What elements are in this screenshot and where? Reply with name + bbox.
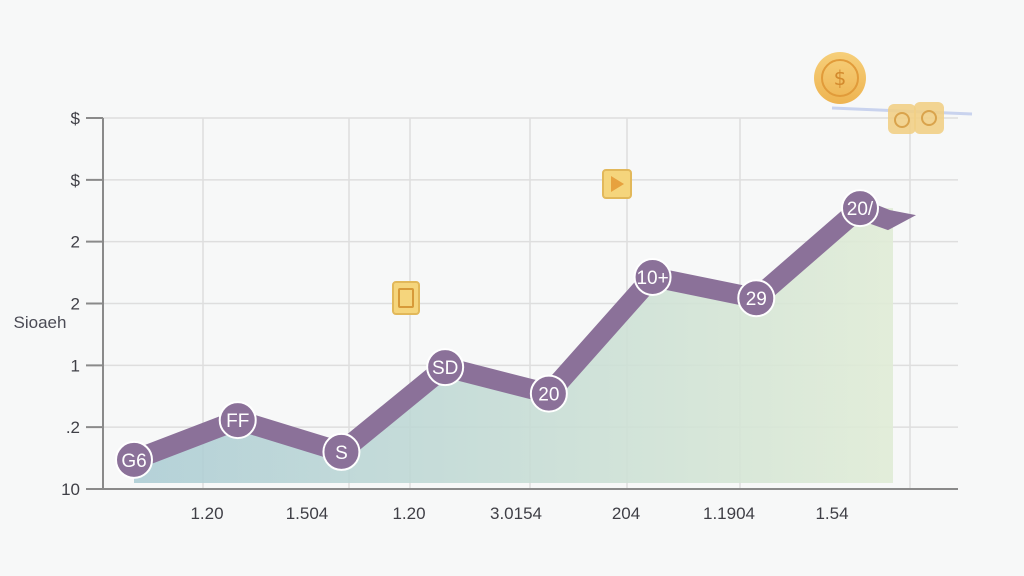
x-tick-label: 1.1904 [703, 504, 755, 523]
x-tick-label: 3.0154 [490, 504, 542, 523]
x-tick-label: 1.54 [815, 504, 848, 523]
data-point-marker [426, 348, 465, 387]
y-axis-label: Sioaeh [14, 313, 67, 332]
data-point-marker [529, 374, 568, 413]
data-point-marker [737, 279, 776, 318]
coin-stack-icon [831, 102, 973, 134]
data-point-marker [322, 432, 361, 471]
x-tick-label: 204 [612, 504, 640, 523]
y-tick-label: .2 [66, 418, 80, 437]
series-markers: G6 FF S SD 20 10+ 29 20/ [115, 189, 879, 479]
y-tick-label: 2 [71, 295, 80, 314]
x-tick-label: 1.20 [392, 504, 425, 523]
y-tick-label: $ [71, 109, 81, 128]
data-point-label: FF [226, 411, 249, 432]
dollar-coin-icon: $ [814, 52, 866, 104]
data-point-marker [841, 189, 879, 228]
x-tick-label: 1.20 [190, 504, 223, 523]
x-tick-labels: 1.20 1.504 1.20 3.0154 204 1.1904 1.54 [190, 504, 848, 523]
y-tick-label: 2 [71, 233, 80, 252]
area-fill [134, 208, 893, 483]
area-shape [134, 208, 893, 483]
data-point-label: G6 [121, 451, 146, 472]
data-point-marker [115, 440, 153, 479]
y-tick-label: 10 [61, 480, 80, 499]
y-tick-label: $ [71, 171, 81, 190]
price-tag-icon [392, 281, 420, 315]
x-tick-label: 1.504 [286, 504, 329, 523]
data-point-label: 20/ [847, 199, 874, 220]
data-point-marker [218, 401, 257, 440]
data-point-label: S [335, 443, 348, 464]
y-tick-labels: 10 .2 1 2 2 $ $ [61, 109, 103, 499]
data-point-marker [633, 258, 672, 296]
y-tick-label: 1 [71, 356, 80, 375]
data-point-label: SD [432, 358, 458, 379]
data-point-label: 10+ [636, 268, 668, 289]
svg-text:$: $ [834, 66, 847, 90]
data-point-label: 29 [746, 289, 767, 310]
price-tag-icon [602, 169, 632, 199]
data-point-label: 20 [538, 385, 559, 406]
